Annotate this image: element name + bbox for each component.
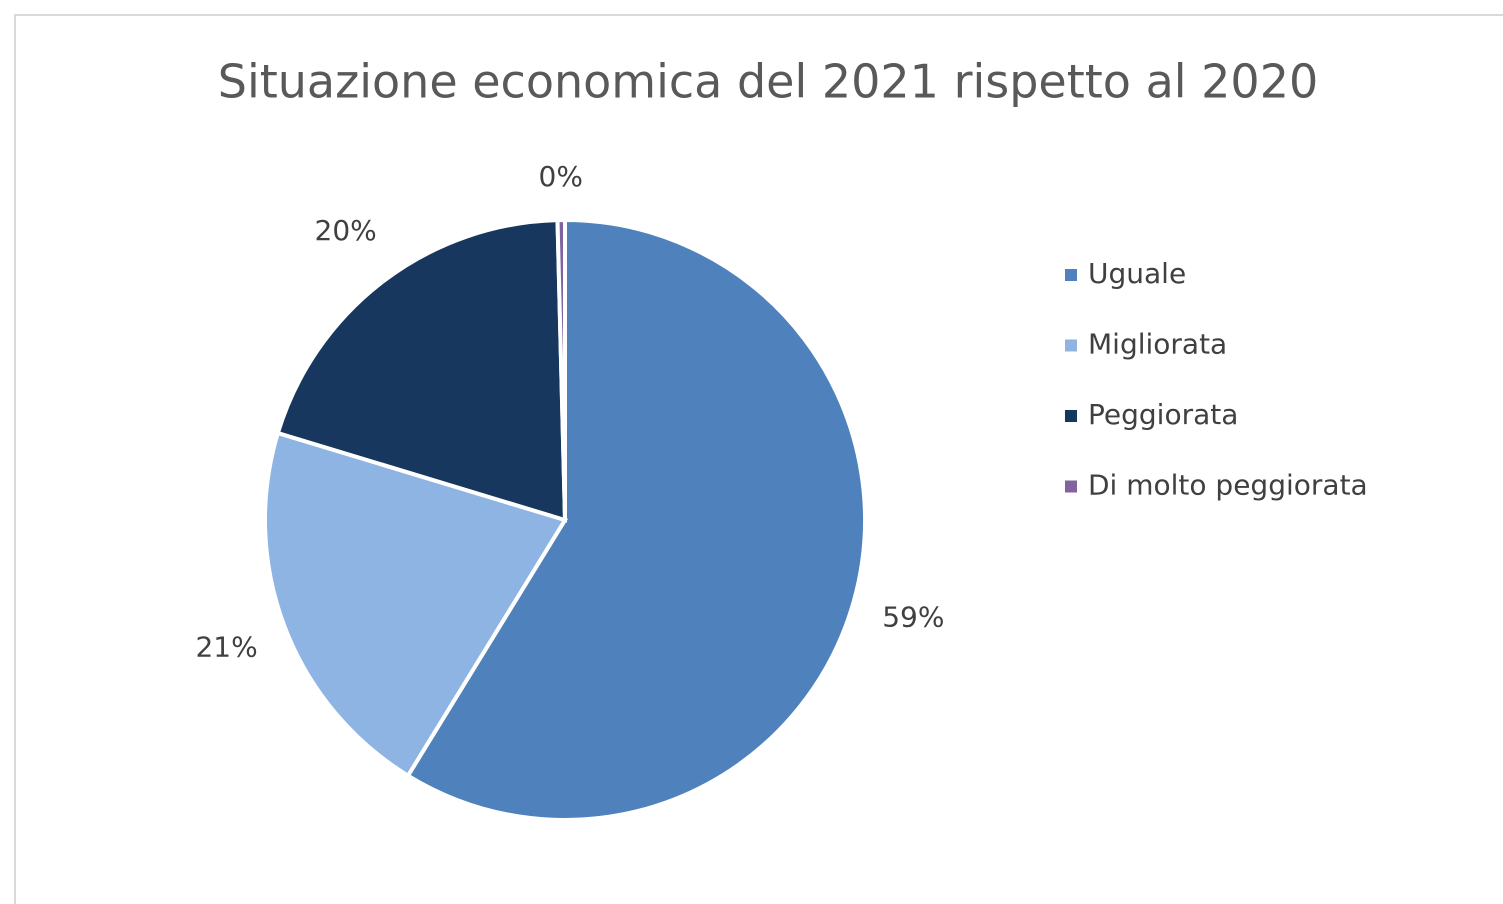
legend-label: Di molto peggiorata <box>1088 469 1368 502</box>
chart-title: Situazione economica del 2021 rispetto a… <box>218 55 1318 109</box>
legend-swatch <box>1065 480 1077 493</box>
legend-swatch <box>1065 269 1077 281</box>
legend-swatch <box>1065 339 1077 352</box>
data-label: 0% <box>539 160 583 193</box>
legend-label: Peggiorata <box>1088 398 1238 431</box>
data-label: 21% <box>195 631 257 664</box>
legend-swatch <box>1065 410 1077 422</box>
pie-slice <box>275 218 568 523</box>
pie-slice <box>405 217 867 822</box>
pie-slice <box>263 430 569 779</box>
data-label: 59% <box>882 600 944 633</box>
legend-label: Migliorata <box>1088 328 1227 361</box>
legend-label: Uguale <box>1088 257 1186 290</box>
data-label: 20% <box>315 214 377 247</box>
pie-slice <box>555 217 567 521</box>
